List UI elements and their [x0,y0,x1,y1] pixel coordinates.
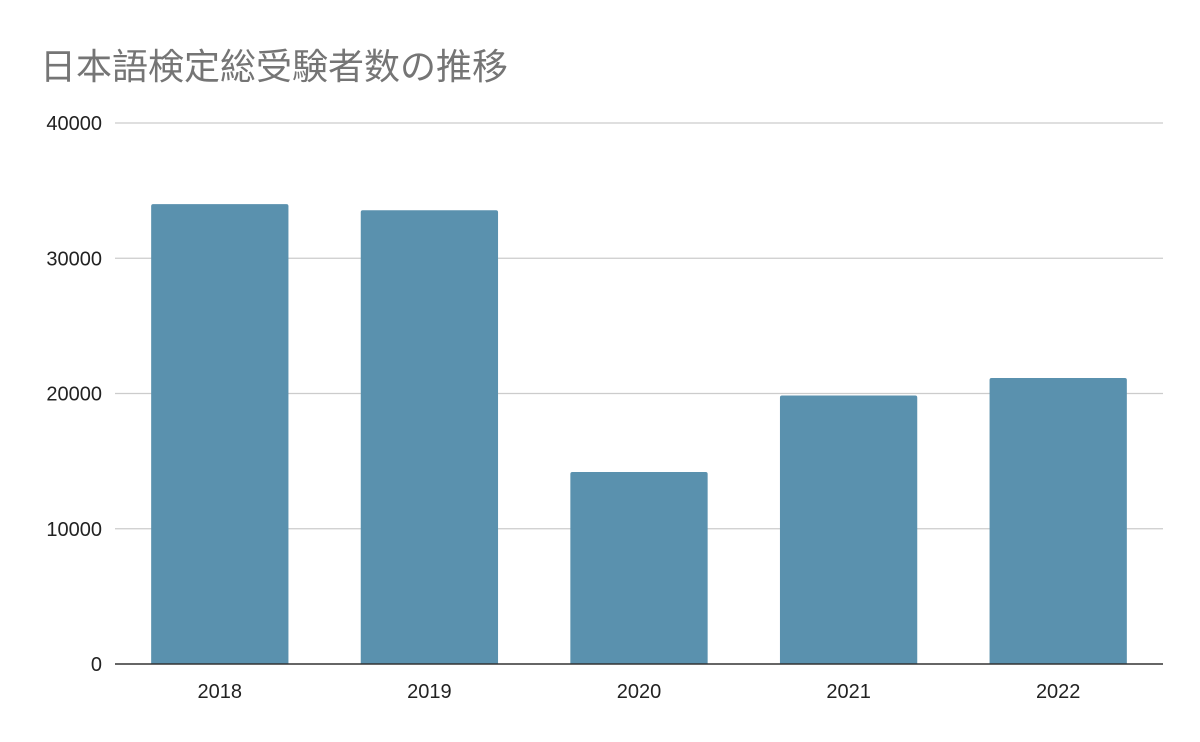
bars [151,204,1127,664]
bar-2019 [360,210,499,664]
y-tick-label: 20000 [46,384,102,406]
gridlines [115,122,1163,530]
y-tick-label: 40000 [46,113,102,135]
x-tick-label: 2019 [407,681,452,703]
y-tick-label: 30000 [46,248,102,270]
chart-title: 日本語検定総受験者数の推移 [40,47,509,88]
y-tick-label: 0 [91,654,102,676]
x-tick-label: 2018 [198,681,243,703]
x-tick-label: 2022 [1036,681,1081,703]
bar-2020 [570,471,708,664]
y-tick-label: 10000 [46,519,102,541]
y-tick-labels: 0 10000 20000 30000 40000 [46,113,102,676]
bar-2022 [989,377,1127,664]
bar-2021 [779,395,918,664]
x-tick-label: 2021 [826,681,871,703]
bar-2018 [151,204,289,664]
x-tick-labels: 2018 2019 2020 2021 2022 [198,681,1081,703]
x-tick-label: 2020 [617,681,662,703]
